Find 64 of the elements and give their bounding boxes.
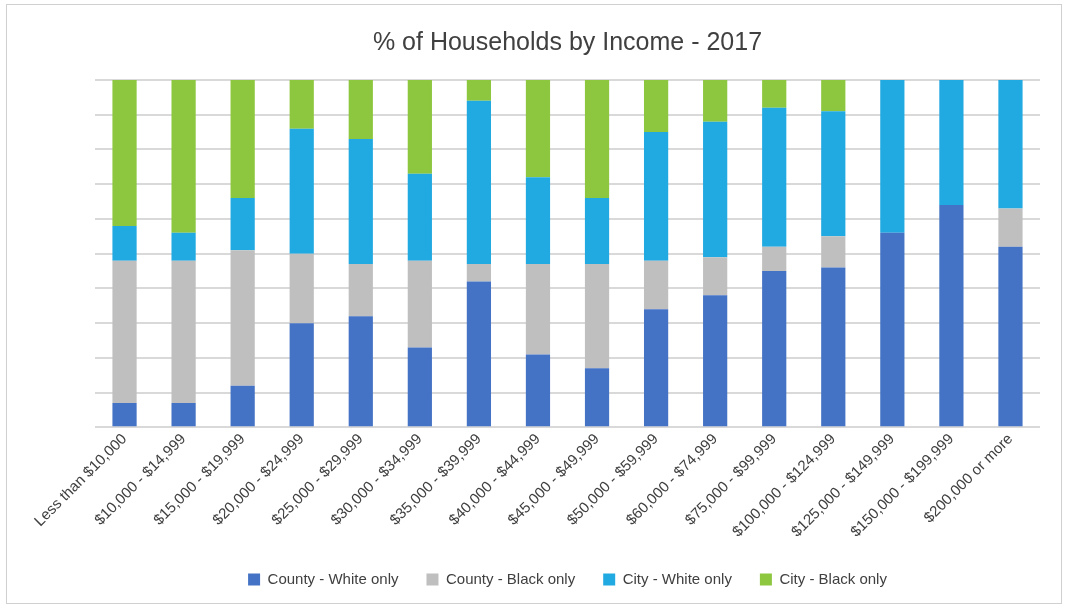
bar [112,225,137,261]
bar [171,403,196,427]
bar [821,267,846,427]
legend-label: County - Black only [445,569,576,587]
bar [762,80,787,108]
bar [703,121,728,258]
bar [171,232,196,261]
bar [289,253,314,324]
bar [880,80,905,233]
bar [880,232,905,427]
bar [230,385,255,427]
bar [407,173,432,261]
bar [407,80,432,174]
bar [348,80,373,140]
bar [230,250,255,386]
bar [230,80,255,199]
bar [289,323,314,427]
bar [703,295,728,427]
bar [466,80,492,101]
bar [112,403,137,427]
bar [525,264,551,355]
chart-title: % of Households by Income - 2017 [372,26,763,55]
bar [584,368,610,427]
bar [821,236,846,268]
legend-label: City - White only [622,569,733,587]
bar [230,198,255,251]
bar [998,208,1023,247]
bar [643,80,669,133]
bar [584,80,610,199]
bar [584,198,610,265]
bar [643,309,669,427]
bar [171,260,196,404]
bar [643,260,669,310]
bar [762,246,787,272]
bar [939,205,964,427]
bar [821,80,846,112]
bar [348,316,373,427]
bar [762,107,787,247]
bar [466,281,492,427]
bar [171,80,196,233]
bar [289,128,314,254]
bar [407,260,432,348]
bar [703,257,728,296]
bar [466,264,492,282]
bar [525,354,551,427]
bar [584,264,610,369]
bar [998,246,1023,427]
bar [407,347,432,427]
bar [348,139,373,265]
bar [112,260,137,404]
bar [643,132,669,261]
legend-label: City - Black only [779,569,888,587]
bar [762,271,787,427]
bar [821,111,846,237]
legend-label: County - White only [267,569,399,587]
bar [998,80,1023,209]
bar [466,100,492,265]
bar [289,80,314,129]
bar [939,80,964,206]
bar [525,80,551,178]
bar [112,80,137,226]
bar [703,80,728,122]
bar [348,264,373,317]
bar [525,177,551,265]
